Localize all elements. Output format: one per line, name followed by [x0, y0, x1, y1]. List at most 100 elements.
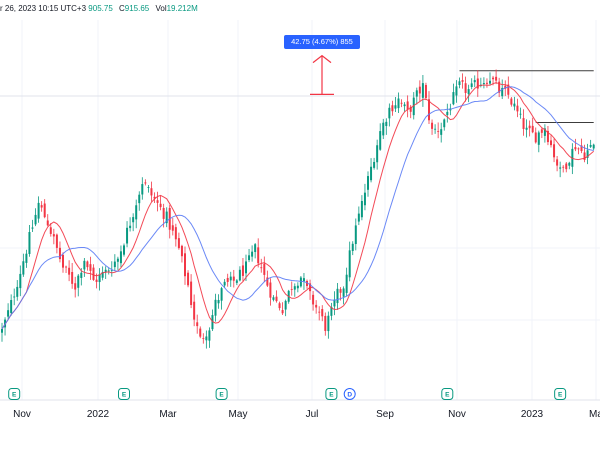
candle: [415, 87, 418, 105]
ma-slow-line: [1, 86, 594, 330]
candle: [431, 119, 434, 135]
candle: [138, 191, 141, 211]
candle: [568, 161, 571, 170]
candle: [40, 201, 43, 212]
candle: [13, 288, 16, 306]
candle: [470, 78, 473, 90]
candle: [123, 243, 125, 257]
candle: [473, 75, 476, 88]
earnings-badge[interactable]: E: [554, 388, 567, 400]
candle: [159, 195, 162, 211]
candle: [357, 206, 360, 226]
candle: [147, 185, 150, 193]
candle: [290, 281, 293, 296]
earnings-badge[interactable]: E: [215, 388, 228, 400]
candle: [28, 224, 31, 257]
candle: [135, 199, 138, 229]
candle: [214, 293, 217, 322]
candle: [168, 204, 171, 239]
earnings-badge[interactable]: E: [325, 388, 338, 400]
candle: [306, 279, 308, 289]
candle: [382, 118, 385, 140]
candle: [345, 267, 348, 297]
candle: [10, 294, 13, 316]
grid-layer: [0, 20, 600, 401]
candle: [205, 330, 208, 349]
candle: [388, 103, 391, 127]
candle: [92, 264, 95, 281]
candle: [193, 294, 196, 327]
candle: [19, 265, 22, 297]
candle: [278, 301, 281, 311]
candle: [153, 192, 156, 203]
x-tick-label: Nov: [13, 409, 31, 420]
candle: [485, 78, 488, 88]
candle: [34, 208, 37, 227]
candle: [464, 76, 467, 102]
candle: [379, 123, 382, 151]
candle: [263, 256, 266, 283]
candle: [37, 196, 40, 223]
earnings-badge[interactable]: E: [118, 388, 130, 400]
candle: [467, 84, 470, 103]
candle: [309, 279, 312, 300]
candle: [269, 278, 272, 306]
candle: [342, 286, 345, 305]
candle: [324, 312, 327, 336]
candle: [223, 279, 226, 288]
candle: [141, 177, 144, 200]
candle: [62, 252, 64, 273]
candle: [513, 96, 516, 111]
candle: [589, 139, 592, 148]
candle: [418, 80, 421, 102]
candle: [211, 309, 214, 331]
candle: [522, 109, 525, 136]
moving-averages: [1, 82, 595, 330]
earnings-badge[interactable]: E: [441, 388, 454, 400]
candle: [440, 122, 443, 143]
legend-c-value: 915.65: [124, 4, 150, 13]
candle: [421, 74, 424, 107]
candle: [489, 72, 491, 85]
candle: [403, 102, 406, 112]
candle: [126, 221, 129, 248]
candle: [348, 241, 351, 282]
candle: [184, 246, 186, 285]
candle: [129, 217, 132, 232]
candle: [281, 302, 284, 316]
candle: [248, 248, 251, 263]
candle: [553, 138, 556, 163]
candle: [351, 241, 354, 256]
candle: [434, 124, 437, 134]
candle: [180, 244, 183, 263]
candle: [22, 253, 25, 277]
x-tick-label: Ma: [589, 409, 600, 420]
candle: [177, 232, 180, 250]
candle: [98, 268, 101, 291]
legend-date: r 26, 2023 10:15 UTC+3: [0, 4, 87, 13]
candle: [7, 303, 10, 321]
candle: [272, 295, 275, 302]
candle: [202, 333, 205, 344]
svg-text:E: E: [329, 391, 334, 398]
candle: [385, 118, 388, 135]
candle: [107, 267, 110, 275]
svg-text:D: D: [347, 391, 352, 398]
candle: [446, 103, 449, 123]
candle: [86, 260, 89, 271]
svg-text:E: E: [558, 391, 563, 398]
candle: [327, 311, 330, 339]
candle: [565, 162, 568, 173]
candle: [461, 73, 464, 89]
earnings-badge[interactable]: E: [8, 388, 21, 400]
ohlc-legend: r 26, 2023 10:15 UTC+3 905.75 C915.65 Vo…: [0, 4, 198, 13]
candle: [257, 238, 260, 268]
candle: [43, 199, 46, 219]
candle: [363, 183, 366, 211]
x-tick-label: May: [229, 409, 248, 420]
dividend-badge[interactable]: D: [343, 388, 356, 400]
legend-vol-label: Vol: [155, 4, 167, 13]
candle: [574, 138, 577, 152]
